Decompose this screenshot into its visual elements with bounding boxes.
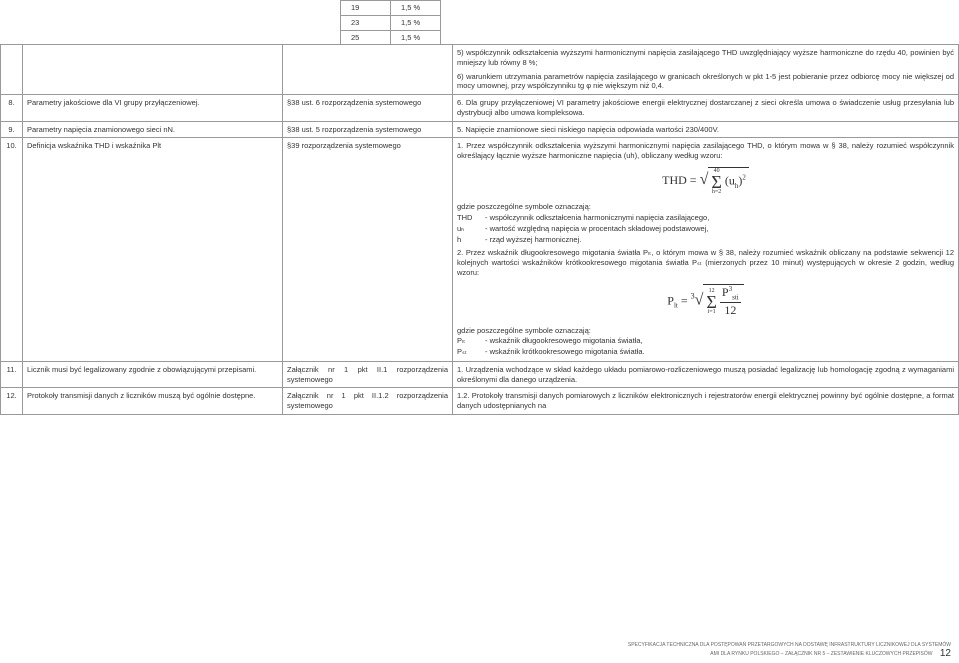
mini-cell: 25 bbox=[341, 30, 391, 45]
row-ref bbox=[283, 45, 453, 95]
footer-line1: SPECYFIKACJA TECHNICZNA DLA POSTĘPOWAŃ P… bbox=[628, 642, 951, 648]
mini-cell: 19 bbox=[341, 1, 391, 16]
row-desc bbox=[23, 45, 283, 95]
para: 1. Przez współczynnik odkształcenia wyżs… bbox=[457, 141, 954, 161]
row-desc: Parametry jakościowe dla VI grupy przyłą… bbox=[23, 95, 283, 122]
main-regulations-table: 5) współczynnik odkształcenia wyższymi h… bbox=[0, 44, 959, 415]
row-content: 1. Przez współczynnik odkształcenia wyżs… bbox=[453, 138, 959, 362]
para: 6) warunkiem utrzymania parametrów napię… bbox=[457, 72, 954, 92]
harmonics-mini-table-wrap: 191,5 % 231,5 % 251,5 % bbox=[0, 0, 959, 44]
sym-def: - wskaźnik krótkookresowego migotania św… bbox=[485, 347, 645, 356]
page-footer: SPECYFIKACJA TECHNICZNA DLA POSTĘPOWAŃ P… bbox=[628, 642, 951, 659]
symbols-intro: gdzie poszczególne symbole oznaczają: bbox=[457, 202, 954, 212]
row-ref: Załącznik nr 1 pkt II.1 rozporządzenia s… bbox=[283, 361, 453, 388]
row-num: 10. bbox=[1, 138, 23, 362]
plt-formula: Plt = 3√ 12 Σ i=1 P3sti 12 bbox=[457, 278, 954, 325]
row-ref: Załącznik nr 1 pkt II.1.2 rozporządzenia… bbox=[283, 388, 453, 415]
row-content: 5. Napięcie znamionowe sieci niskiego na… bbox=[453, 121, 959, 138]
row-desc: Protokoły transmisji danych z liczników … bbox=[23, 388, 283, 415]
mini-cell: 23 bbox=[341, 15, 391, 30]
table-row: 191,5 % bbox=[341, 1, 441, 16]
row-ref: §39 rozporządzenia systemowego bbox=[283, 138, 453, 362]
row-desc: Licznik musi być legalizowany zgodnie z … bbox=[23, 361, 283, 388]
table-row: 231,5 % bbox=[341, 15, 441, 30]
sym-def: - wartość względną napięcia w procentach… bbox=[485, 224, 708, 233]
row-content: 1.2. Protokoły transmisji danych pomiaro… bbox=[453, 388, 959, 415]
table-row: 8. Parametry jakościowe dla VI grupy prz… bbox=[1, 95, 959, 122]
table-row: 5) współczynnik odkształcenia wyższymi h… bbox=[1, 45, 959, 95]
symbols-intro: gdzie poszczególne symbole oznaczają: bbox=[457, 326, 954, 336]
row-num: 9. bbox=[1, 121, 23, 138]
sym-def: - rząd wyższej harmonicznej. bbox=[485, 235, 581, 244]
row-content: 6. Dla grupy przyłączeniowej VI parametr… bbox=[453, 95, 959, 122]
para: 2. Przez wskaźnik długookresowego migota… bbox=[457, 248, 954, 277]
mini-cell: 1,5 % bbox=[391, 15, 441, 30]
mini-cell: 1,5 % bbox=[391, 30, 441, 45]
page-number: 12 bbox=[940, 648, 951, 659]
row-desc: Definicja wskaźnika THD i wskaźnika Plt bbox=[23, 138, 283, 362]
table-row: 11. Licznik musi być legalizowany zgodni… bbox=[1, 361, 959, 388]
mini-cell: 1,5 % bbox=[391, 1, 441, 16]
row-num: 11. bbox=[1, 361, 23, 388]
row-num bbox=[1, 45, 23, 95]
para: 5) współczynnik odkształcenia wyższymi h… bbox=[457, 48, 954, 68]
sym-label: uₕ bbox=[457, 224, 485, 234]
table-row: 10. Definicja wskaźnika THD i wskaźnika … bbox=[1, 138, 959, 362]
table-row: 251,5 % bbox=[341, 30, 441, 45]
sym-label: Pₛₜ bbox=[457, 347, 485, 357]
symbols-list: gdzie poszczególne symbole oznaczają: TH… bbox=[457, 202, 954, 244]
row-desc: Parametry napięcia znamionowego sieci nN… bbox=[23, 121, 283, 138]
row-num: 8. bbox=[1, 95, 23, 122]
row-num: 12. bbox=[1, 388, 23, 415]
sym-label: THD bbox=[457, 213, 485, 223]
sym-label: h bbox=[457, 235, 485, 245]
sym-label: Pₗₜ bbox=[457, 336, 485, 346]
row-ref: §38 ust. 5 rozporządzenia systemowego bbox=[283, 121, 453, 138]
table-row: 12. Protokoły transmisji danych z liczni… bbox=[1, 388, 959, 415]
row-ref: §38 ust. 6 rozporządzenia systemowego bbox=[283, 95, 453, 122]
row-content: 5) współczynnik odkształcenia wyższymi h… bbox=[453, 45, 959, 95]
sym-def: - wskaźnik długookresowego migotania świ… bbox=[485, 336, 643, 345]
thd-formula: THD = √ 40 Σ h=2 (uh)2 bbox=[457, 161, 954, 202]
table-row: 9. Parametry napięcia znamionowego sieci… bbox=[1, 121, 959, 138]
row-content: 1. Urządzenia wchodzące w skład każdego … bbox=[453, 361, 959, 388]
footer-line2: AMI DLA RYNKU POLSKIEGO – ZAŁĄCZNIK NR 5… bbox=[710, 651, 932, 657]
sym-def: - współczynnik odkształcenia harmoniczny… bbox=[485, 213, 709, 222]
symbols-list: gdzie poszczególne symbole oznaczają: Pₗ… bbox=[457, 326, 954, 357]
harmonics-mini-table: 191,5 % 231,5 % 251,5 % bbox=[340, 0, 441, 45]
